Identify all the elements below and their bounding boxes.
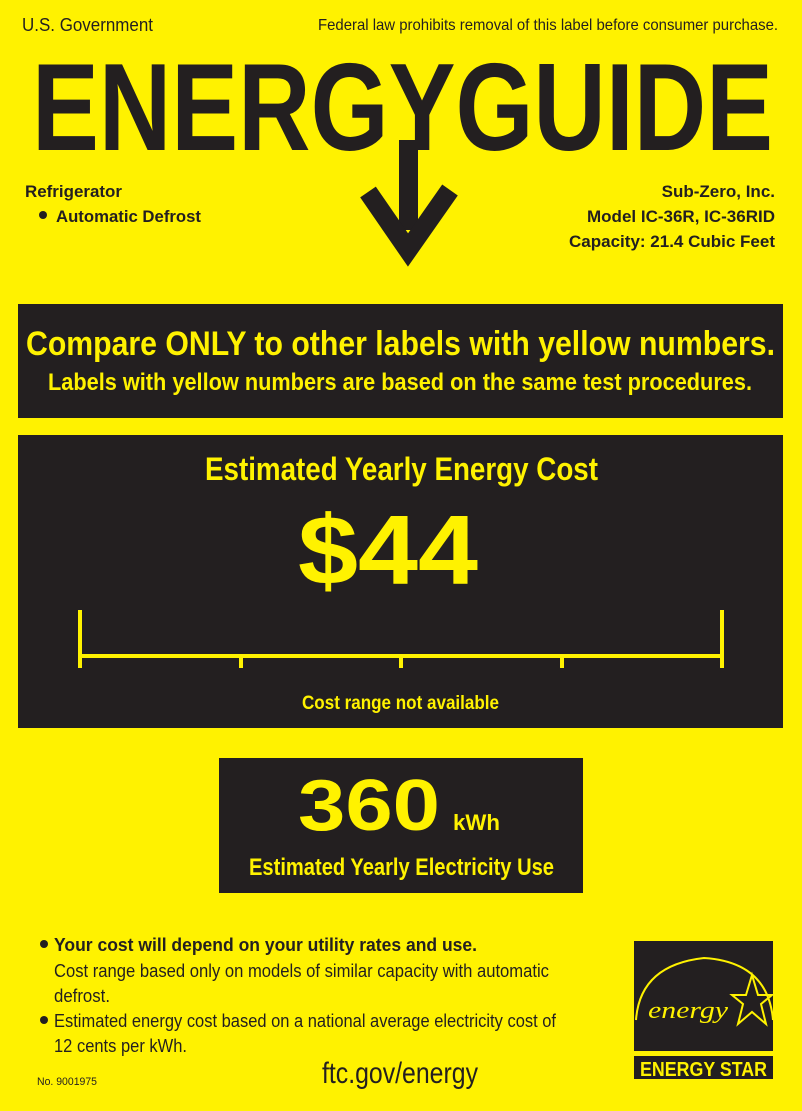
appliance-feature: Automatic Defrost	[56, 207, 201, 226]
label-number: No. 9001975	[37, 1076, 97, 1088]
issuer-text: U.S. Government	[22, 15, 153, 35]
footnote-bold: Your cost will depend on your utility ra…	[54, 935, 477, 955]
compare-banner	[18, 304, 783, 418]
capacity: Capacity: 21.4 Cubic Feet	[569, 232, 775, 251]
compare-headline: Compare ONLY to other labels with yellow…	[26, 325, 775, 363]
footnote-line: 12 cents per kWh.	[54, 1036, 187, 1056]
arrow-down-icon	[360, 140, 458, 267]
footnote-line: Estimated energy cost based on a nationa…	[54, 1011, 557, 1031]
removal-notice: Federal law prohibits removal of this la…	[318, 17, 778, 34]
energy-star-logo: energy ENERGY STAR	[634, 941, 775, 1081]
compare-subline: Labels with yellow numbers are based on …	[48, 369, 752, 396]
energy-star-badge	[634, 941, 773, 1051]
star-icon	[729, 971, 775, 1027]
electricity-panel	[219, 758, 583, 893]
energy-star-arc	[635, 956, 774, 1021]
manufacturer-name: Sub-Zero, Inc.	[662, 182, 775, 201]
footnote-line: Cost range based only on models of simil…	[54, 961, 549, 981]
model-number: Model IC-36R, IC-36RID	[587, 207, 775, 226]
ftc-website-link[interactable]: ftc.gov/energy	[322, 1057, 478, 1090]
bullet-icon	[40, 1016, 48, 1024]
cost-heading: Estimated Yearly Energy Cost	[205, 451, 598, 487]
bullet-icon	[40, 940, 48, 948]
cost-range-note: Cost range not available	[302, 693, 499, 714]
electricity-label: Estimated Yearly Electricity Use	[249, 854, 554, 881]
energy-star-label-bar	[634, 1056, 773, 1079]
energy-script: energy	[648, 998, 728, 1024]
kwh-value: 360	[298, 766, 440, 846]
footnote-line: defrost.	[54, 986, 110, 1006]
cost-panel	[18, 435, 783, 728]
kwh-unit: kWh	[453, 810, 500, 835]
yearly-cost-value: $44	[298, 495, 478, 605]
appliance-type: Refrigerator	[25, 182, 122, 201]
energy-star-label: ENERGY STAR	[640, 1059, 767, 1081]
cost-range-scale	[78, 610, 724, 668]
bullet-icon	[39, 211, 47, 219]
